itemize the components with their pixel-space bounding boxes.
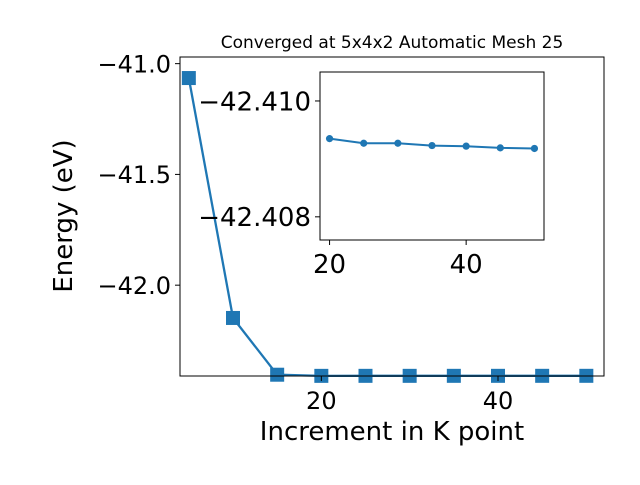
main-x-tick-label: 40: [483, 387, 514, 415]
y-axis-label: Energy (eV): [49, 139, 79, 292]
inset-background: [320, 72, 544, 240]
main-y-tick-label: −41.0: [97, 50, 171, 78]
main-data-point: [226, 310, 240, 325]
main-plot-frame: [179, 56, 605, 377]
inset-data-point: [394, 139, 402, 147]
inset-data-point: [530, 144, 539, 153]
main-data-point: [181, 71, 196, 86]
inset-data-point: [428, 141, 436, 150]
main-axis-ticks: 20 40 −41.0 −41.5 −42.0: [97, 50, 513, 415]
inset-plot-markers: [325, 135, 539, 153]
inset-y-tick-label: −42.408: [198, 203, 311, 233]
inset-y-tick-label: −42.410: [198, 87, 311, 117]
inset-x-tick-label: 40: [450, 250, 483, 280]
inset-axis-ticks: 20 40 −42.410 −42.408: [198, 87, 482, 280]
chart-title: Converged at 5x4x2 Automatic Mesh 25: [221, 33, 564, 53]
inset-data-point: [496, 144, 504, 152]
main-data-point: [270, 367, 285, 382]
inset-data-point: [462, 142, 470, 150]
main-y-tick-label: −42.0: [97, 272, 171, 300]
main-x-tick-label: 20: [306, 387, 337, 415]
inset-plot-frame: [319, 71, 545, 241]
inset-data-point: [360, 139, 368, 147]
inset-x-tick-label: 20: [313, 250, 346, 280]
x-axis-label: Increment in K point: [260, 417, 524, 447]
inset-data-point: [325, 135, 334, 143]
main-y-tick-label: −41.5: [97, 161, 171, 189]
